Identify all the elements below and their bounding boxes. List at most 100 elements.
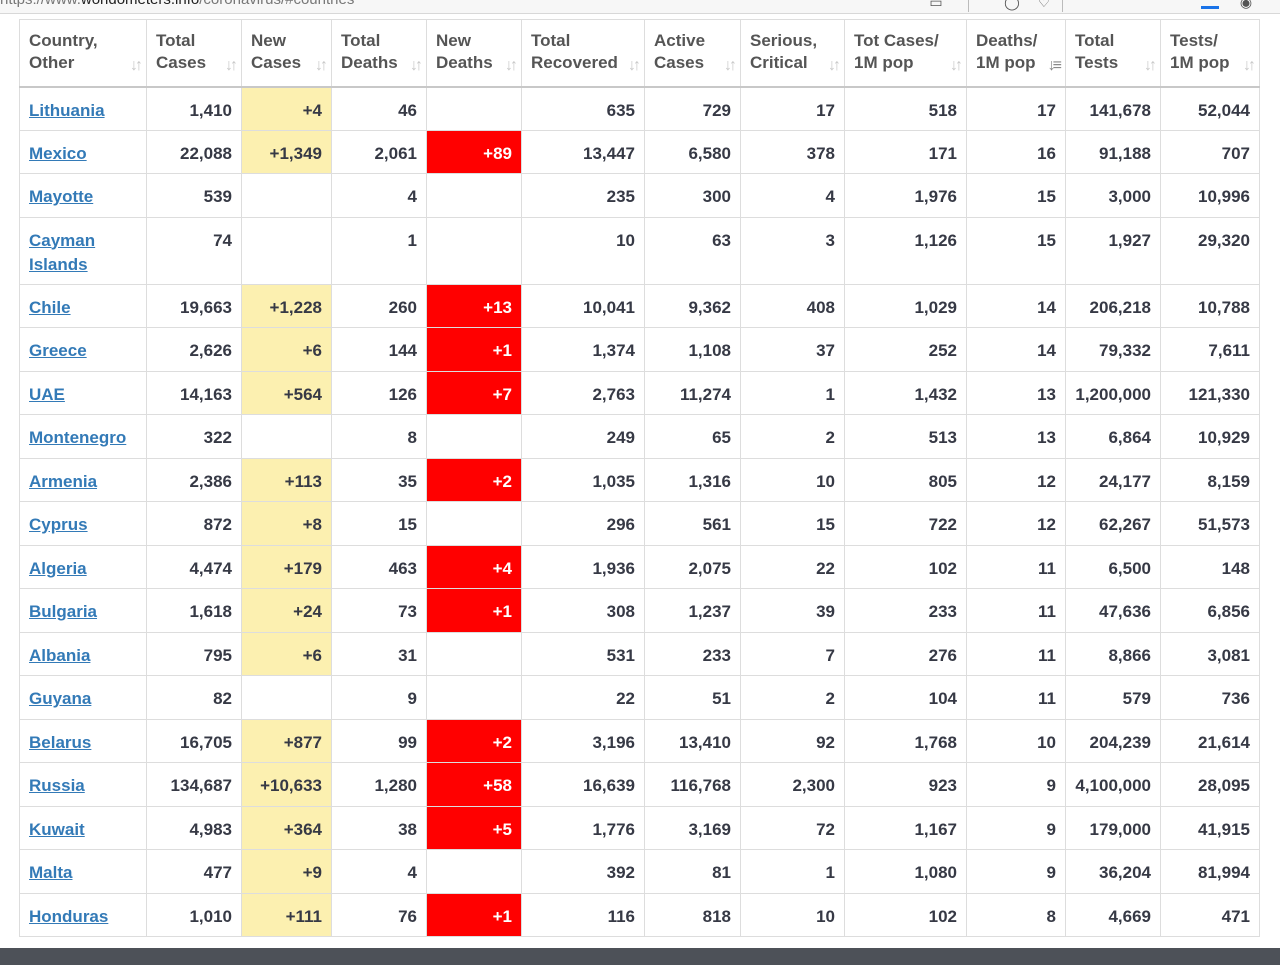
country-link[interactable]: Belarus (29, 732, 92, 752)
cell-deaths-per-1m: 11 (966, 675, 1066, 720)
cell-serious-critical: 2 (740, 675, 845, 720)
sort-icon[interactable]: ↓↑ (828, 56, 841, 74)
country-link[interactable]: Montenegro (29, 428, 127, 447)
sort-icon[interactable]: ↓↑ (505, 56, 518, 74)
country-link[interactable]: Mayotte (29, 187, 94, 206)
column-header-serious-critical[interactable]: Serious, Critical ↓↑ (740, 19, 845, 88)
cell-active-cases: 233 (644, 631, 741, 676)
cell-country-other: Greece (19, 327, 147, 372)
column-header-deaths-per-1m[interactable]: Deaths/1M pop ↓≡ (966, 19, 1066, 88)
cell-total-recovered: 116 (521, 892, 645, 937)
reader-mode-icon[interactable]: ▭ (929, 0, 943, 10)
country-link[interactable]: Malta (29, 863, 73, 882)
column-header-label: Tests (1075, 53, 1119, 72)
address-bar[interactable]: https://www.worldometers.info/coronaviru… (0, 0, 354, 8)
cell-serious-critical: 10 (740, 457, 845, 502)
cell-total-cases: 872 (146, 501, 242, 546)
cell-total-cases: 14,163 (146, 370, 242, 415)
download-progress-icon[interactable] (1201, 6, 1219, 9)
sort-icon[interactable]: ↓↑ (724, 56, 737, 74)
account-icon[interactable]: ◉ (1239, 0, 1253, 10)
sort-icon[interactable]: ↓↑ (225, 56, 238, 74)
country-link[interactable]: Russia (29, 776, 85, 795)
cell-new-cases: +564 (241, 370, 332, 415)
country-link[interactable]: Cayman Islands (29, 230, 96, 274)
cell-total-tests: 8,866 (1065, 631, 1161, 676)
country-link[interactable]: Honduras (29, 906, 109, 926)
cell-active-cases: 6,580 (644, 129, 741, 174)
cell-active-cases: 13,410 (644, 718, 741, 763)
cell-serious-critical: 3 (740, 216, 845, 285)
cell-total-tests: 6,864 (1065, 414, 1161, 459)
sort-icon[interactable]: ↓↑ (950, 56, 963, 74)
cell-tests-per-1m: 28,095 (1160, 762, 1260, 807)
column-header-total-recovered[interactable]: Total Recovered ↓↑ (521, 19, 645, 88)
country-link[interactable]: Bulgaria (29, 602, 98, 621)
cell-country-other: Montenegro (19, 414, 147, 459)
cell-country-other: UAE (19, 370, 147, 415)
column-header-new-cases[interactable]: New Cases ↓↑ (241, 19, 332, 88)
cell-deaths-per-1m: 16 (966, 129, 1066, 174)
column-header-active-cases[interactable]: Active Cases ↓↑ (644, 19, 741, 88)
table-row: UAE 14,163 +564 126 +7 2,763 11,274 1 1,432 13 1,2… (19, 370, 1260, 415)
country-link[interactable]: Armenia (29, 471, 98, 491)
url-domain: worldometers.info (81, 0, 199, 8)
cell-total-deaths: 144 (331, 327, 427, 372)
column-header-total-deaths[interactable]: Total Deaths ↓↑ (331, 19, 427, 88)
country-link[interactable]: Guyana (29, 689, 92, 708)
column-header-label: Deaths (341, 53, 398, 72)
table-row: Belarus 16,705 +877 99 +2 3,196 13,410 92 1,768 1… (19, 718, 1260, 763)
sort-icon[interactable]: ↓↑ (410, 56, 423, 74)
country-link[interactable]: Albania (29, 645, 91, 665)
cell-total-deaths: 126 (331, 370, 427, 415)
cell-country-other: Mayotte (19, 173, 147, 218)
table-row: Cyprus 872 +8 15 296 561 15 722 12 62,267 51,573 (19, 501, 1260, 546)
country-link[interactable]: Algeria (29, 558, 87, 578)
sort-icon[interactable]: ↓↑ (315, 56, 328, 74)
cell-new-cases: +1,349 (241, 129, 332, 174)
refresh-icon[interactable]: ◯ (1004, 0, 1020, 10)
bookmark-icon[interactable]: ♡ (1037, 0, 1051, 10)
column-header-label: Tests/ (1170, 31, 1218, 50)
column-header-new-deaths[interactable]: New Deaths ↓↑ (426, 19, 522, 88)
country-link[interactable]: Chile (29, 297, 71, 317)
table-row: Russia 134,687 +10,633 1,280 +58 16,639 116,76… (19, 762, 1260, 807)
country-link[interactable]: UAE (29, 384, 65, 404)
country-link[interactable]: Lithuania (29, 100, 105, 120)
sort-icon[interactable]: ↓↑ (130, 56, 143, 74)
column-header-total-cases[interactable]: Total Cases ↓↑ (146, 19, 242, 88)
cell-total-recovered: 13,447 (521, 129, 645, 174)
sort-icon[interactable]: ↓↑ (628, 56, 641, 74)
column-header-label: Total (531, 31, 571, 50)
country-link[interactable]: Kuwait (29, 819, 85, 839)
cell-serious-critical: 72 (740, 805, 845, 850)
cell-total-recovered: 1,936 (521, 544, 645, 589)
cell-total-deaths: 463 (331, 544, 427, 589)
column-header-total-tests[interactable]: Total Tests ↓↑ (1065, 19, 1161, 88)
column-header-tot-cases-per-1m[interactable]: Tot Cases/1M pop ↓↑ (844, 19, 967, 88)
cell-total-recovered: 16,639 (521, 762, 645, 807)
cell-deaths-per-1m: 10 (966, 718, 1066, 763)
column-header-label: Country, (29, 31, 98, 50)
table-row: Cayman Islands 74 1 10 63 3 1,126 15 1,927 29,320 (19, 216, 1260, 285)
sort-icon[interactable]: ↓↑ (1144, 56, 1157, 74)
browser-toolbar: https://www.worldometers.info/coronaviru… (0, 0, 1280, 14)
cell-new-deaths: +58 (426, 762, 522, 807)
cell-tot-cases-per-1m: 1,432 (844, 370, 967, 415)
country-link[interactable]: Mexico (29, 143, 87, 163)
country-link[interactable]: Greece (29, 341, 87, 360)
column-header-tests-per-1m[interactable]: Tests/1M pop ↓↑ (1160, 19, 1260, 88)
country-link[interactable]: Cyprus (29, 515, 88, 534)
cell-total-cases: 1,618 (146, 588, 242, 633)
cell-total-tests: 79,332 (1065, 327, 1161, 372)
cell-serious-critical: 22 (740, 544, 845, 589)
sort-icon[interactable]: ↓↑ (1243, 56, 1256, 74)
column-header-label: Deaths (436, 53, 493, 72)
cell-total-deaths: 46 (331, 86, 427, 131)
cell-country-other: Lithuania (19, 86, 147, 131)
cell-active-cases: 65 (644, 414, 741, 459)
sort-descending-icon[interactable]: ↓≡ (1047, 56, 1062, 74)
column-header-country-other[interactable]: Country, Other ↓↑ (19, 19, 147, 88)
cell-total-recovered: 235 (521, 173, 645, 218)
cell-total-cases: 1,010 (146, 892, 242, 937)
